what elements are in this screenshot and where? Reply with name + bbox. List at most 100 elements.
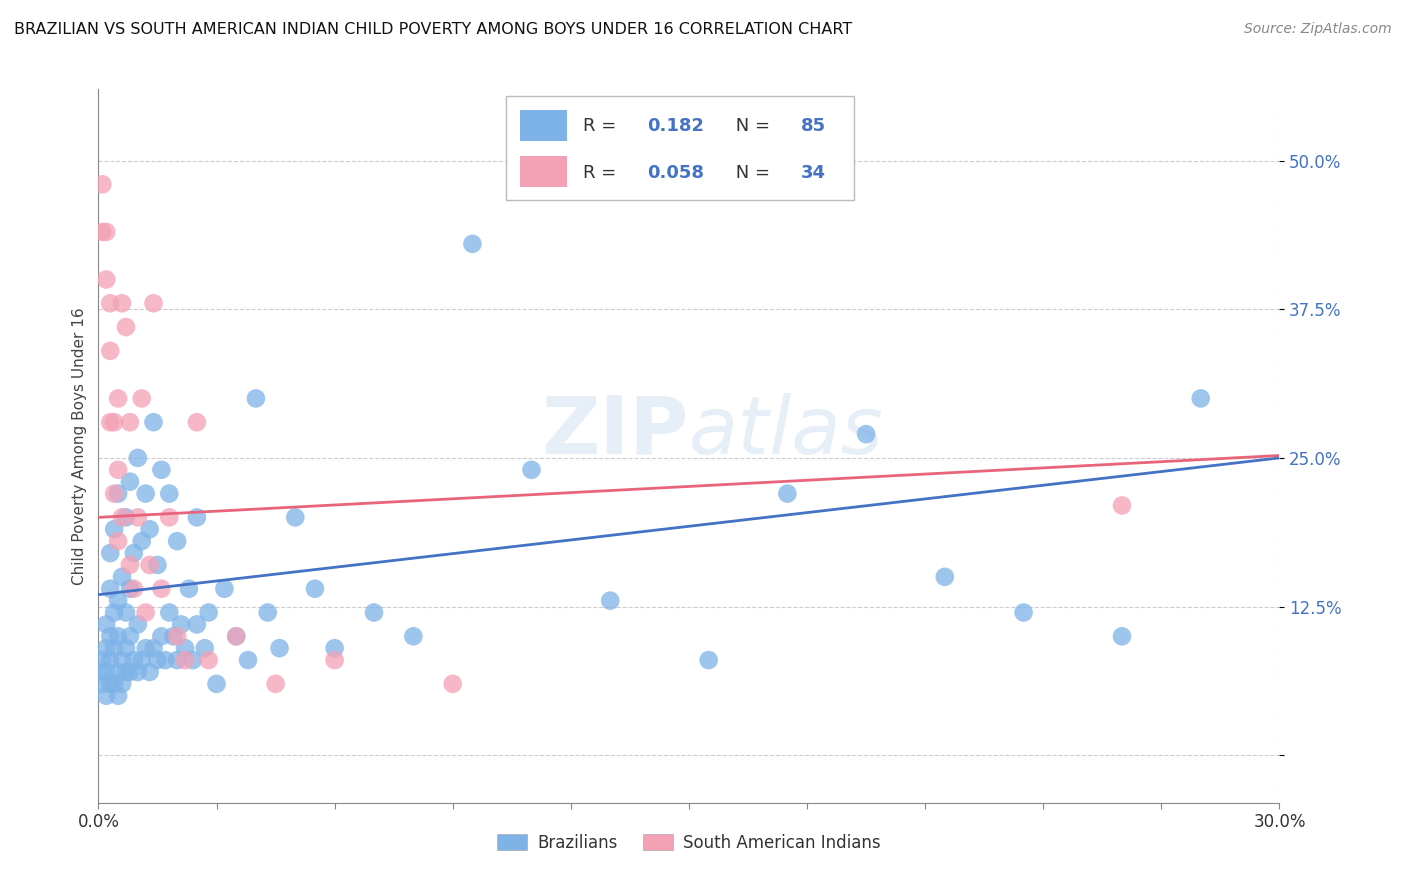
Point [323, 641, 346, 656]
Point [197, 606, 219, 620]
Text: N =: N = [730, 164, 776, 182]
Point [115, 510, 138, 524]
Point [107, 463, 129, 477]
Point [304, 582, 326, 596]
Point [150, 463, 173, 477]
Point [236, 653, 259, 667]
Point [118, 415, 141, 429]
Point [96, 665, 118, 679]
Point [186, 510, 208, 524]
Point [135, 486, 157, 500]
Point [111, 677, 134, 691]
Point [1012, 606, 1035, 620]
Point [98, 343, 121, 358]
Point [142, 641, 165, 656]
Point [146, 653, 169, 667]
Point [91, 677, 114, 691]
Point [103, 677, 125, 691]
Point [127, 665, 149, 679]
Text: 85: 85 [801, 117, 827, 135]
Text: atlas: atlas [689, 392, 884, 471]
Text: 0.058: 0.058 [648, 164, 704, 182]
Point [1111, 499, 1133, 513]
Point [177, 582, 200, 596]
Point [245, 392, 267, 406]
Point [131, 534, 153, 549]
Point [91, 225, 114, 239]
Point [181, 653, 204, 667]
Point [138, 522, 160, 536]
Point [142, 415, 165, 429]
Point [107, 665, 129, 679]
Point [127, 617, 149, 632]
Point [96, 272, 118, 286]
Point [118, 475, 141, 489]
Point [96, 641, 118, 656]
Point [98, 296, 121, 310]
Point [162, 629, 184, 643]
Point [214, 582, 236, 596]
Point [166, 534, 188, 549]
Point [122, 653, 145, 667]
Point [599, 593, 621, 607]
Point [127, 510, 149, 524]
Point [111, 296, 134, 310]
Point [122, 546, 145, 560]
Point [197, 653, 219, 667]
Point [194, 641, 217, 656]
Point [103, 641, 125, 656]
Point [98, 677, 121, 691]
Point [461, 236, 484, 251]
Point [269, 641, 291, 656]
Point [118, 665, 141, 679]
Point [776, 486, 799, 500]
Point [157, 606, 180, 620]
Point [186, 617, 208, 632]
Text: BRAZILIAN VS SOUTH AMERICAN INDIAN CHILD POVERTY AMONG BOYS UNDER 16 CORRELATION: BRAZILIAN VS SOUTH AMERICAN INDIAN CHILD… [14, 22, 852, 37]
Point [1189, 392, 1212, 406]
Point [363, 606, 385, 620]
Point [135, 641, 157, 656]
Point [441, 677, 464, 691]
Point [107, 486, 129, 500]
Text: N =: N = [730, 117, 776, 135]
Point [115, 641, 138, 656]
Point [115, 606, 138, 620]
Point [98, 546, 121, 560]
Point [131, 392, 153, 406]
Point [934, 570, 956, 584]
Point [98, 653, 121, 667]
Point [103, 522, 125, 536]
Point [118, 582, 141, 596]
Point [150, 582, 173, 596]
Point [111, 570, 134, 584]
FancyBboxPatch shape [506, 96, 855, 200]
Point [131, 653, 153, 667]
Point [264, 677, 287, 691]
Point [166, 629, 188, 643]
Point [122, 582, 145, 596]
Legend: Brazilians, South American Indians: Brazilians, South American Indians [491, 828, 887, 859]
Point [402, 629, 425, 643]
Point [1111, 629, 1133, 643]
Point [107, 689, 129, 703]
Point [157, 510, 180, 524]
Point [111, 653, 134, 667]
Text: ZIP: ZIP [541, 392, 689, 471]
Text: R =: R = [582, 117, 621, 135]
Point [118, 558, 141, 572]
Point [111, 510, 134, 524]
Point [135, 606, 157, 620]
Point [174, 653, 197, 667]
Point [91, 653, 114, 667]
Point [697, 653, 720, 667]
Bar [520, 110, 567, 141]
Point [174, 641, 197, 656]
Point [186, 415, 208, 429]
Point [96, 617, 118, 632]
Point [107, 392, 129, 406]
Point [284, 510, 307, 524]
Point [157, 486, 180, 500]
Point [96, 689, 118, 703]
Point [146, 558, 169, 572]
